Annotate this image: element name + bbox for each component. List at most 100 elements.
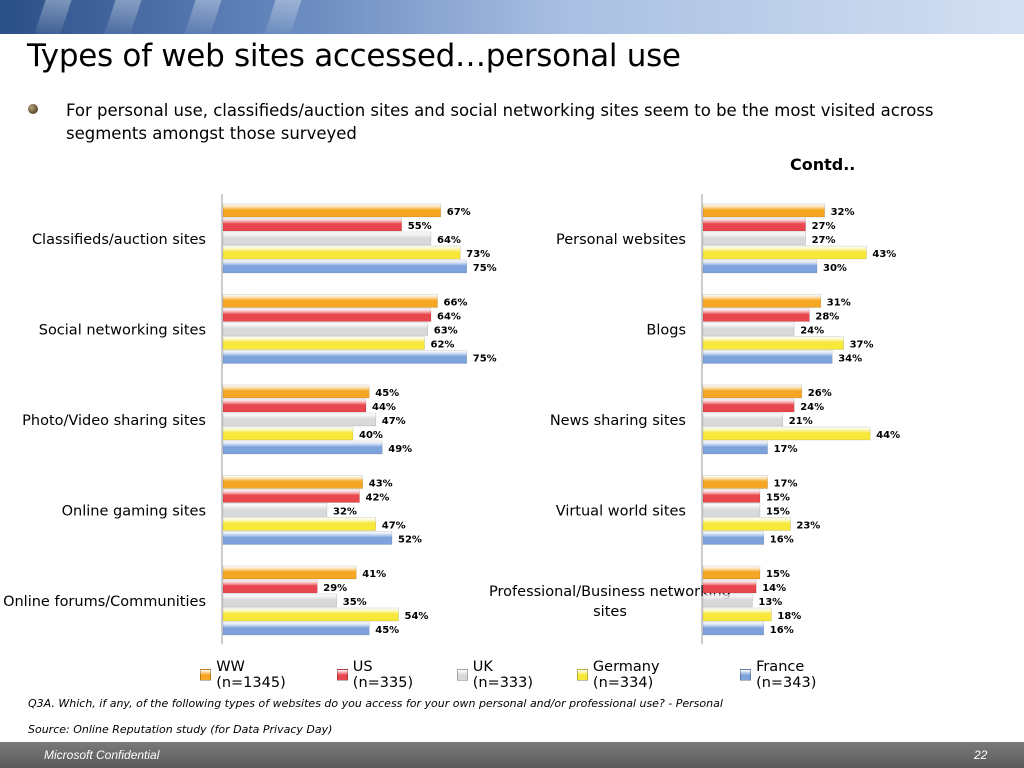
value-label: 30% [823, 263, 847, 274]
category-label: Online forums/Communities [3, 594, 206, 610]
value-label: 21% [789, 416, 813, 427]
bullet-text: For personal use, classifieds/auction si… [66, 101, 934, 143]
bar [222, 475, 364, 489]
value-label: 15% [766, 569, 790, 580]
bar [702, 245, 867, 260]
value-label: 15% [766, 493, 790, 504]
bar [222, 398, 367, 413]
value-label: 27% [812, 221, 836, 232]
footer-bar [0, 742, 1024, 768]
value-label: 52% [398, 535, 422, 546]
category-label: Photo/Video sharing sites [22, 413, 206, 429]
value-label: 13% [758, 597, 782, 608]
chart-legend: WW (n=1345) US (n=335) UK (n=333) Germany (… [200, 659, 860, 691]
value-label: 45% [375, 625, 399, 636]
value-label: 31% [827, 298, 851, 309]
bar [222, 517, 377, 531]
bar [702, 231, 806, 246]
value-label: 15% [766, 507, 790, 518]
bar [702, 384, 803, 399]
bar [702, 565, 761, 580]
value-label: 73% [466, 249, 490, 260]
legend-swatch [739, 669, 752, 681]
bar [222, 217, 403, 232]
bar [222, 593, 338, 608]
top-banner [0, 0, 1024, 34]
value-label: 26% [808, 388, 832, 399]
bar [702, 350, 833, 364]
value-label: 18% [777, 611, 801, 622]
category-label: Online gaming sites [62, 504, 206, 520]
bar [702, 489, 761, 503]
bar [702, 426, 871, 441]
bar [702, 621, 765, 636]
bar [222, 322, 429, 336]
value-label: 34% [838, 354, 862, 365]
value-label: 24% [800, 402, 824, 413]
category-label: Virtual world sites [556, 504, 686, 520]
source-note: Source: Online Reputation study (for Dat… [28, 723, 333, 736]
bar [222, 426, 354, 441]
contd-label: Contd.. [790, 155, 856, 174]
value-label: 14% [762, 583, 786, 594]
value-label: 37% [850, 340, 874, 351]
bar [702, 579, 757, 594]
bar [702, 259, 818, 274]
value-label: 16% [770, 625, 794, 636]
value-label: 67% [447, 207, 471, 218]
value-label: 47% [382, 521, 406, 532]
category-label: Blogs [646, 323, 686, 339]
category-label: News sharing sites [550, 413, 686, 429]
value-label: 16% [770, 535, 794, 546]
legend-item: Germany (n=334) [576, 659, 714, 691]
value-label: 35% [343, 597, 367, 608]
value-label: 28% [815, 312, 839, 323]
value-label: 49% [388, 444, 412, 455]
bar [702, 217, 806, 232]
bar [222, 350, 468, 364]
bar [222, 607, 399, 622]
bar [222, 259, 468, 274]
bar [222, 621, 370, 636]
bar [702, 503, 761, 517]
value-label: 62% [431, 340, 455, 351]
value-label: 75% [473, 354, 497, 365]
bar [702, 322, 795, 336]
bar [702, 531, 765, 545]
legend-label: UK (n=333) [472, 659, 534, 691]
value-label: 44% [372, 402, 396, 413]
bar [222, 531, 393, 545]
bar [702, 475, 768, 489]
value-label: 40% [359, 430, 383, 441]
category-label: Classifieds/auction sites [32, 232, 206, 248]
category-label: Professional/Business networking [489, 584, 731, 600]
bar [702, 440, 768, 455]
value-label: 24% [800, 326, 824, 337]
legend-item: US (n=335) [336, 659, 431, 691]
value-label: 17% [774, 479, 798, 490]
value-label: 42% [366, 493, 390, 504]
value-label: 43% [872, 249, 896, 260]
legend-swatch [576, 669, 588, 681]
bar [222, 565, 357, 580]
value-label: 55% [408, 221, 432, 232]
footer-confidential: Microsoft Confidential [44, 748, 160, 762]
category-label: Social networking sites [39, 323, 206, 339]
bar [702, 336, 844, 350]
bar [222, 440, 383, 455]
bullet-icon [28, 104, 38, 114]
value-label: 41% [362, 569, 386, 580]
chart-left: Classifieds/auction sites 67% 55% 64% 73% 75%… [3, 194, 497, 644]
bar [222, 384, 370, 399]
value-label: 64% [437, 312, 461, 323]
value-label: 75% [473, 263, 497, 274]
bar [222, 579, 318, 594]
bar [222, 489, 360, 503]
bar [222, 308, 432, 322]
bar [222, 231, 432, 246]
bar [702, 412, 784, 427]
value-label: 54% [405, 611, 429, 622]
value-label: 23% [796, 521, 820, 532]
bar [702, 294, 822, 308]
bar [222, 245, 461, 260]
